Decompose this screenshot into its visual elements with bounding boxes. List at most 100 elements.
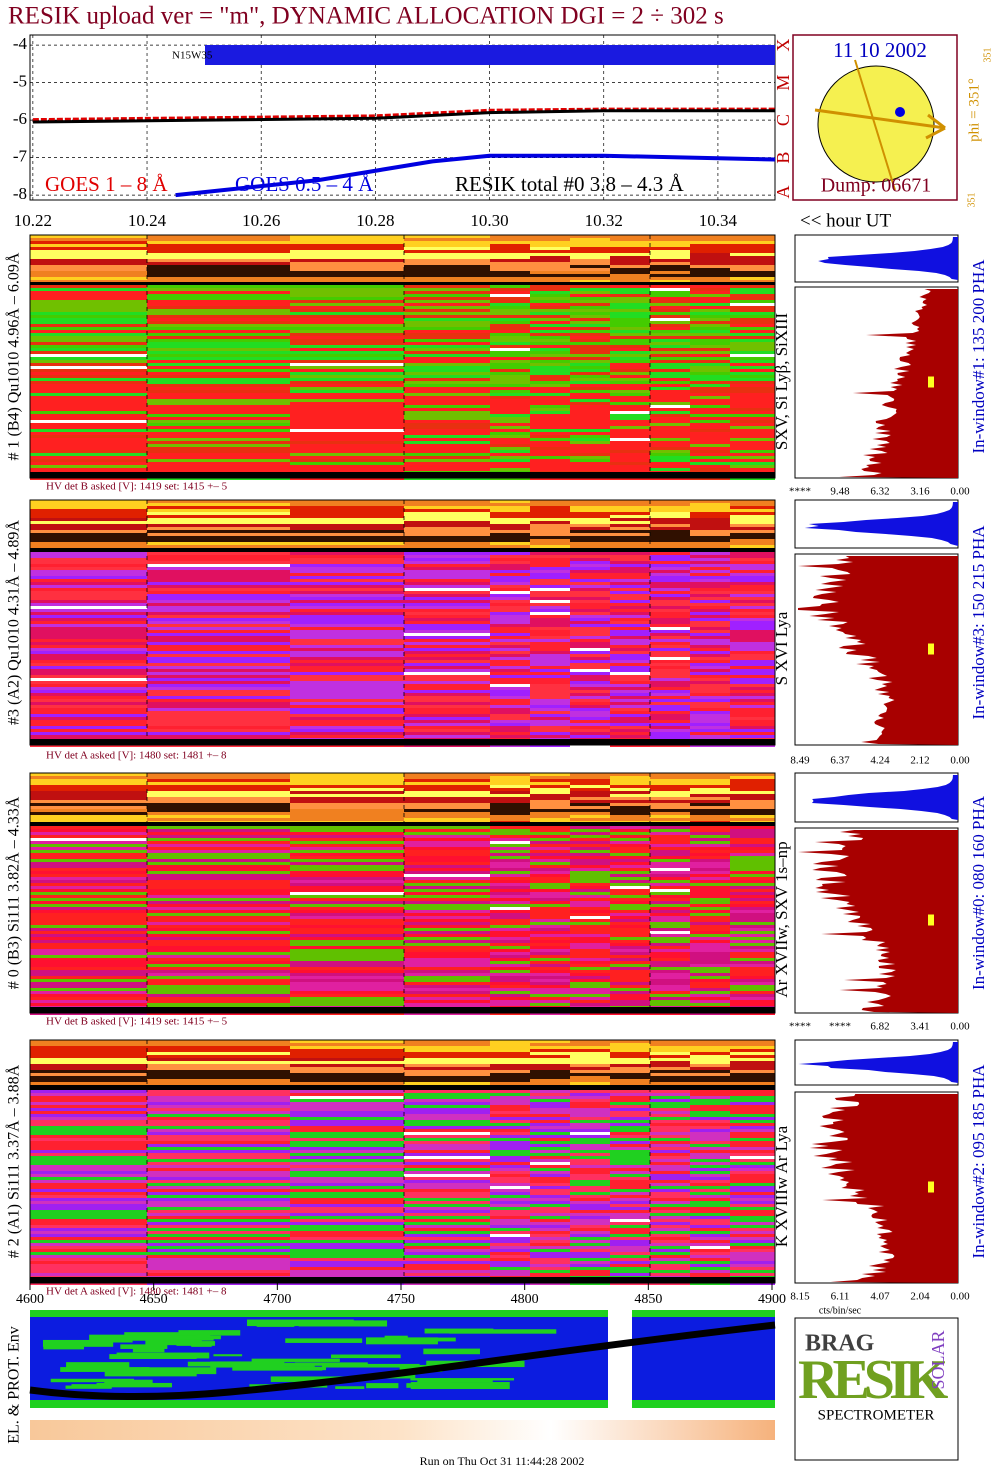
spectrogram-cell [490,720,530,723]
spectrogram-cell [610,591,650,594]
spectrogram-cell [30,253,147,256]
spectrogram-cell [610,524,650,527]
spectrogram-cell [690,711,730,714]
spectrogram-cell [290,1234,404,1237]
spectrogram-cell [650,803,690,806]
spectrogram-cell [30,967,147,970]
spectrogram-cell [730,321,775,324]
spectrogram-cell [404,259,490,262]
spectrogram-cell [404,910,490,913]
spectrogram-cell [570,812,610,815]
spectrogram-cell [490,1043,530,1046]
spectrogram-cell [290,1192,404,1195]
spectrogram-cell [490,600,530,603]
spectrogram-cell [530,1099,570,1102]
spectrogram-cell [290,375,404,378]
spectrogram-cell [690,946,730,949]
spectrogram-cell [147,450,290,453]
spectrogram-cell [290,576,404,579]
spectrogram-cell [730,259,775,262]
spectrogram-cell [490,1150,530,1153]
spectrogram-cell [147,591,290,594]
spectrogram-cell [404,303,490,306]
spectrogram-cell [147,1267,290,1270]
spectrogram-cell [490,1058,530,1061]
spectrogram-cell [530,958,570,961]
spectrogram-cell [690,1228,730,1231]
spectrogram-cell [404,1168,490,1171]
spectrogram-cell [147,1165,290,1168]
spectrogram-cell [147,877,290,880]
spectrogram-cell [570,253,610,256]
spectrogram-cell [690,447,730,450]
spectrogram-cell [690,1258,730,1261]
spectrogram-cell [530,1153,570,1156]
spectrogram-cell [404,994,490,997]
spectrogram-cell [650,1234,690,1237]
spectrogram-cell [30,512,147,515]
spectrogram-cell [147,1222,290,1225]
spectrogram-cell [490,803,530,806]
spectrogram-cell [290,946,404,949]
spectrogram-cell [570,1183,610,1186]
spectrogram-cell [650,1096,690,1099]
spectrogram-cell [690,1189,730,1192]
spectrogram-cell [530,399,570,402]
spectrogram-cell [610,1270,650,1273]
spectrogram-cell [570,844,610,847]
spectrogram-cell [490,609,530,612]
panel-frame [29,772,776,1014]
spectrogram-cell [530,271,570,274]
spectrogram-cell [490,1231,530,1234]
spectrogram-cell [147,372,290,375]
spectrogram-cell [690,1255,730,1258]
spectrogram-cell [490,579,530,582]
spectrogram-cell [404,907,490,910]
spectrogram-cell [690,354,730,357]
spectrogram-cell [570,512,610,515]
spectrogram-cell [570,405,610,408]
spectrogram-cell [147,558,290,561]
spectrogram-cell [570,315,610,318]
spectrogram-cell [290,1231,404,1234]
spectrogram-cell [530,699,570,702]
spectrogram-cell [147,818,290,821]
spectrogram-cell [650,1055,690,1058]
spectrogram-cell [730,384,775,387]
spectrogram-cell [147,809,290,812]
spectrogram-cell [530,503,570,506]
spectrogram-cell [490,1111,530,1114]
spectrogram-cell [610,1165,650,1168]
spectrogram-cell [570,636,610,639]
spectrogram-cell [404,271,490,274]
spectrogram-cell [290,782,404,785]
spectrogram-cell [147,288,290,291]
spectrogram-cell [530,776,570,779]
spectrogram-cell [610,672,650,675]
spectrogram-cell [650,696,690,699]
spectrogram-cell [610,779,650,782]
spectrogram-cell [650,895,690,898]
spectrogram-cell [610,994,650,997]
spectrogram-cell [690,1222,730,1225]
spectrogram-cell [290,639,404,642]
spectrogram-cell [30,1076,147,1079]
spectrogram-cell [690,297,730,300]
spectrogram-cell [570,294,610,297]
spectrogram-cell [610,285,650,288]
spectrogram-cell [650,339,690,342]
spectrogram-cell [147,1129,290,1132]
spectrogram-cell [570,651,610,654]
spectrogram-cell [30,552,147,555]
spectrogram-cell [730,1153,775,1156]
spectrogram-cell [290,952,404,955]
spectrogram-cell [404,530,490,533]
spectrogram-cell [530,1120,570,1123]
spectrogram-cell [650,925,690,928]
spectrogram-cell [490,1243,530,1246]
spectrogram-cell [530,618,570,621]
spectrogram-cell [404,262,490,265]
spectrogram-cell [530,1159,570,1162]
spectrogram-cell [650,1141,690,1144]
spectrogram-cell [690,1003,730,1006]
